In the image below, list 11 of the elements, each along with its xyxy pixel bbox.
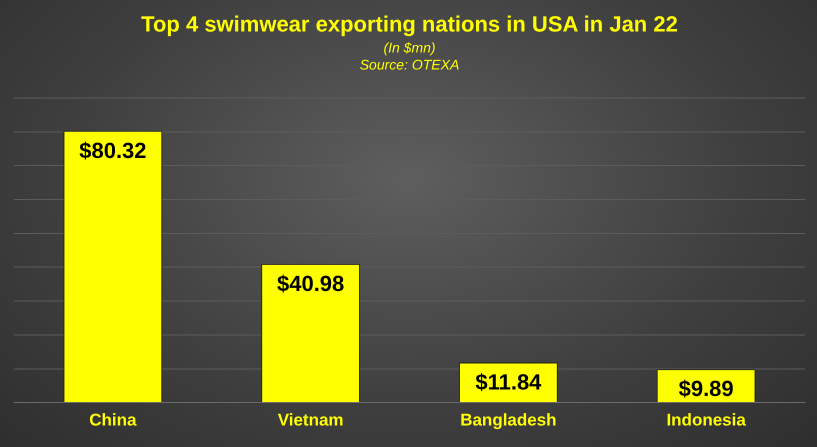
source-note: Source: OTEXA xyxy=(360,56,460,72)
x-tick-label: Vietnam xyxy=(278,410,344,430)
x-tick-label: Indonesia xyxy=(666,410,746,430)
x-tick-label: Bangladesh xyxy=(460,410,557,430)
x-tick-label: China xyxy=(89,410,138,430)
data-label: $11.84 xyxy=(475,370,542,395)
data-label: $80.32 xyxy=(79,138,147,163)
data-label: $40.98 xyxy=(276,270,344,296)
chart-title: Top 4 swimwear exporting nations in USA in Jan 22 xyxy=(141,11,678,36)
data-label: $9.89 xyxy=(678,376,734,402)
chart-subtitle: (In $mn) xyxy=(383,40,436,56)
